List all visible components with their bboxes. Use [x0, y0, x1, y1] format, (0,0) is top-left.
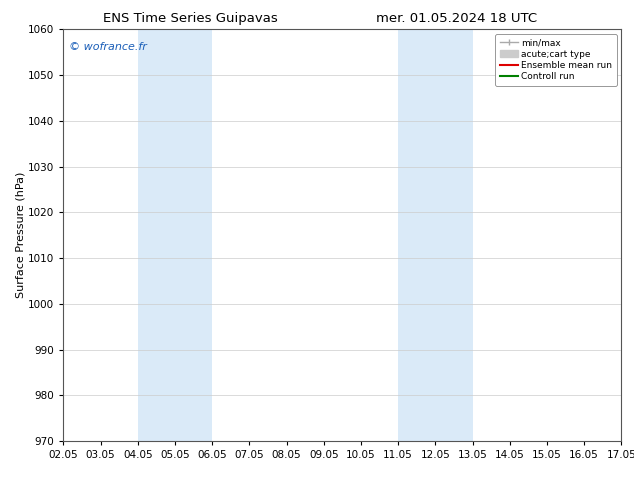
Legend: min/max, acute;cart type, Ensemble mean run, Controll run: min/max, acute;cart type, Ensemble mean … — [495, 34, 617, 86]
Bar — [138, 29, 212, 441]
Text: mer. 01.05.2024 18 UTC: mer. 01.05.2024 18 UTC — [376, 12, 537, 25]
Bar — [398, 29, 472, 441]
Text: © wofrance.fr: © wofrance.fr — [69, 42, 147, 52]
Y-axis label: Surface Pressure (hPa): Surface Pressure (hPa) — [15, 172, 25, 298]
Text: ENS Time Series Guipavas: ENS Time Series Guipavas — [103, 12, 278, 25]
